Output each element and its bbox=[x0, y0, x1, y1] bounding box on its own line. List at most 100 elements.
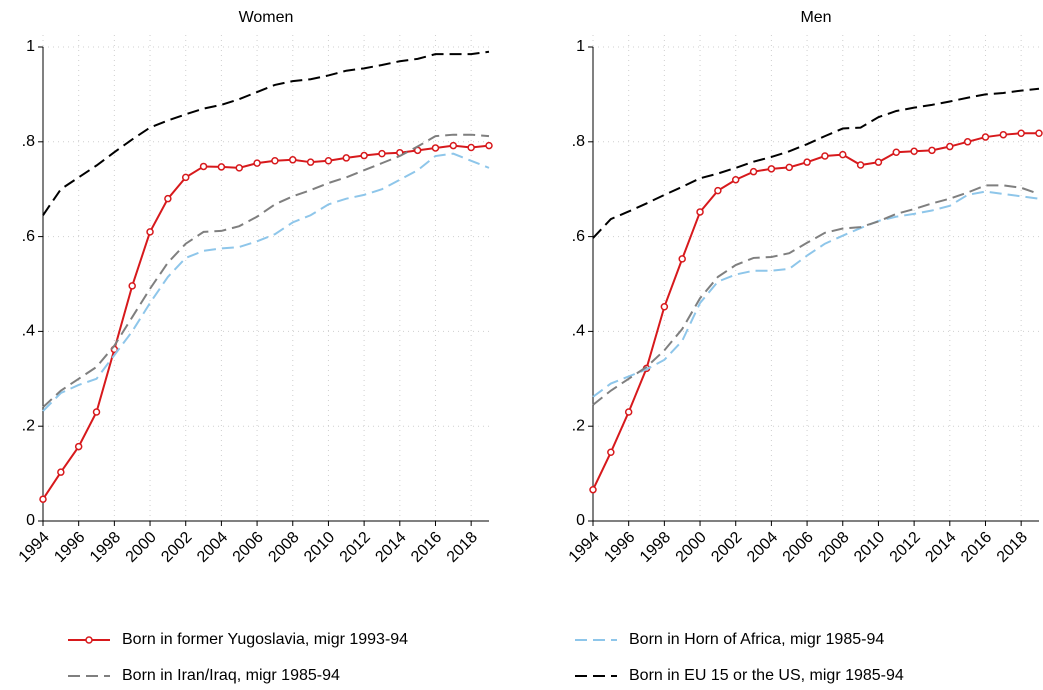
series-marker bbox=[821, 152, 829, 160]
series-marker bbox=[306, 158, 315, 166]
series-marker bbox=[803, 158, 811, 166]
series-marker bbox=[199, 162, 208, 171]
series-marker bbox=[146, 228, 154, 236]
series-marker bbox=[731, 175, 740, 184]
panel-title: Men bbox=[800, 9, 831, 26]
series-line bbox=[592, 87, 1040, 239]
x-tick-label: 2002 bbox=[708, 529, 745, 566]
y-tick-label: 0 bbox=[576, 512, 585, 529]
series-line bbox=[592, 184, 1040, 406]
x-tick-label: 1998 bbox=[87, 529, 124, 566]
series-marker bbox=[660, 303, 669, 311]
x-tick-label: 2010 bbox=[851, 529, 888, 566]
series-marker bbox=[928, 146, 936, 155]
x-tick-label: 2016 bbox=[408, 529, 445, 566]
series-marker bbox=[324, 157, 333, 165]
y-tick-label: .2 bbox=[572, 417, 585, 434]
series-marker bbox=[467, 143, 475, 152]
legend-label: Born in Horn of Africa, migr 1985-94 bbox=[629, 631, 884, 648]
series-marker bbox=[431, 144, 440, 152]
x-tick-label: 1996 bbox=[601, 529, 638, 566]
y-tick-label: .4 bbox=[572, 323, 585, 340]
x-tick-label: 2006 bbox=[230, 529, 267, 566]
series-marker bbox=[749, 167, 758, 176]
y-tick-label: .6 bbox=[572, 228, 585, 245]
y-tick-label: .6 bbox=[22, 228, 35, 245]
series-marker bbox=[1017, 129, 1025, 138]
series-marker bbox=[607, 448, 615, 457]
x-tick-label: 2012 bbox=[337, 529, 374, 566]
x-tick-label: 2004 bbox=[744, 529, 781, 566]
x-tick-label: 2016 bbox=[958, 529, 995, 566]
series-marker bbox=[856, 161, 865, 169]
x-tick-label: 2018 bbox=[994, 529, 1031, 566]
series-marker bbox=[92, 408, 101, 416]
series-marker bbox=[271, 157, 279, 165]
series-marker bbox=[378, 149, 386, 158]
x-tick-label: 2004 bbox=[194, 529, 231, 566]
x-tick-label: 1996 bbox=[51, 529, 88, 566]
series-line bbox=[42, 133, 490, 408]
y-tick-label: 1 bbox=[26, 38, 35, 55]
series-marker bbox=[678, 255, 686, 263]
y-tick-label: .8 bbox=[572, 133, 585, 150]
series-marker bbox=[360, 151, 368, 160]
series-marker bbox=[714, 186, 722, 195]
series-marker bbox=[981, 133, 990, 141]
series-marker bbox=[128, 282, 136, 290]
series-marker bbox=[624, 408, 633, 416]
legend-label: Born in former Yugoslavia, migr 1993-94 bbox=[122, 631, 408, 648]
x-tick-label: 1998 bbox=[637, 529, 674, 566]
x-tick-label: 2014 bbox=[372, 529, 409, 566]
series-marker bbox=[767, 165, 776, 173]
series-line bbox=[42, 152, 490, 412]
x-tick-label: 2000 bbox=[673, 529, 710, 566]
x-tick-label: 2012 bbox=[887, 529, 924, 566]
series-marker bbox=[39, 495, 47, 503]
x-tick-label: 1994 bbox=[16, 529, 53, 566]
x-tick-label: 2008 bbox=[265, 529, 302, 566]
series-marker bbox=[785, 163, 793, 172]
series-marker bbox=[74, 442, 83, 451]
x-tick-label: 2014 bbox=[922, 529, 959, 566]
series-line bbox=[42, 144, 490, 500]
series-marker bbox=[589, 485, 597, 494]
y-tick-label: .8 bbox=[22, 133, 35, 150]
series-marker bbox=[892, 148, 901, 156]
x-tick-label: 2008 bbox=[815, 529, 852, 566]
legend-label: Born in EU 15 or the US, migr 1985-94 bbox=[629, 667, 904, 684]
series-marker bbox=[874, 158, 883, 166]
series-line bbox=[42, 50, 490, 216]
series-line bbox=[592, 132, 1039, 491]
series-marker bbox=[253, 159, 261, 167]
y-tick-label: 1 bbox=[576, 38, 585, 55]
legend-marker bbox=[85, 636, 93, 644]
series-marker bbox=[1035, 129, 1043, 138]
series-marker bbox=[946, 142, 954, 151]
series-marker bbox=[963, 138, 972, 146]
series-marker bbox=[164, 194, 172, 203]
series-marker bbox=[696, 208, 704, 216]
x-tick-label: 1994 bbox=[566, 529, 603, 566]
series-marker bbox=[910, 147, 918, 156]
x-tick-label: 2002 bbox=[158, 529, 195, 566]
x-tick-label: 2006 bbox=[780, 529, 817, 566]
series-marker bbox=[181, 173, 190, 182]
series-marker bbox=[485, 141, 493, 150]
y-tick-label: .2 bbox=[22, 417, 35, 434]
series-marker bbox=[839, 150, 847, 159]
x-tick-label: 2000 bbox=[123, 529, 160, 566]
series-marker bbox=[289, 156, 297, 164]
series-marker bbox=[217, 163, 226, 171]
x-tick-label: 2010 bbox=[301, 529, 338, 566]
y-tick-label: .4 bbox=[22, 323, 35, 340]
y-tick-label: 0 bbox=[26, 512, 35, 529]
x-tick-label: 2018 bbox=[444, 529, 481, 566]
series-marker bbox=[999, 130, 1008, 139]
series-marker bbox=[235, 164, 243, 172]
series-marker bbox=[449, 141, 458, 150]
series-line bbox=[592, 190, 1040, 398]
series-marker bbox=[57, 468, 65, 476]
series-marker bbox=[342, 154, 351, 162]
